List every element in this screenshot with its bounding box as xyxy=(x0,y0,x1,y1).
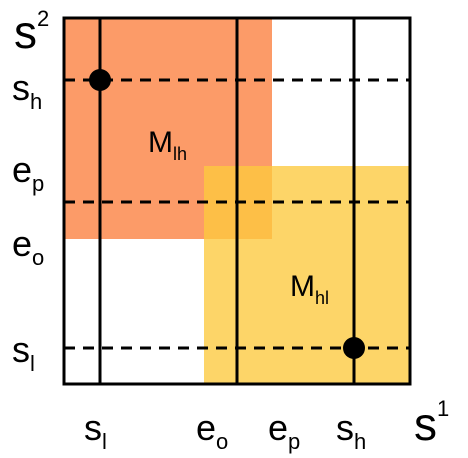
y-tick-e-o: eo xyxy=(12,223,44,270)
y-tick-s-l: sl xyxy=(12,329,35,376)
region-label-lh: Mlh xyxy=(148,126,187,164)
point-hl xyxy=(343,337,365,359)
x-tick-e-p: ep xyxy=(268,407,300,454)
x-axis-label: s1 xyxy=(414,396,449,450)
region-label-hl: Mhl xyxy=(290,270,329,308)
x-tick-e-o: eo xyxy=(196,407,228,454)
point-lh xyxy=(89,69,111,91)
y-tick-e-p: ep xyxy=(12,149,44,196)
x-tick-s-h: sh xyxy=(336,407,366,454)
y-tick-s-h: sh xyxy=(12,67,42,114)
y-axis-label: s2 xyxy=(14,6,49,58)
x-tick-s-l: sl xyxy=(84,407,107,454)
